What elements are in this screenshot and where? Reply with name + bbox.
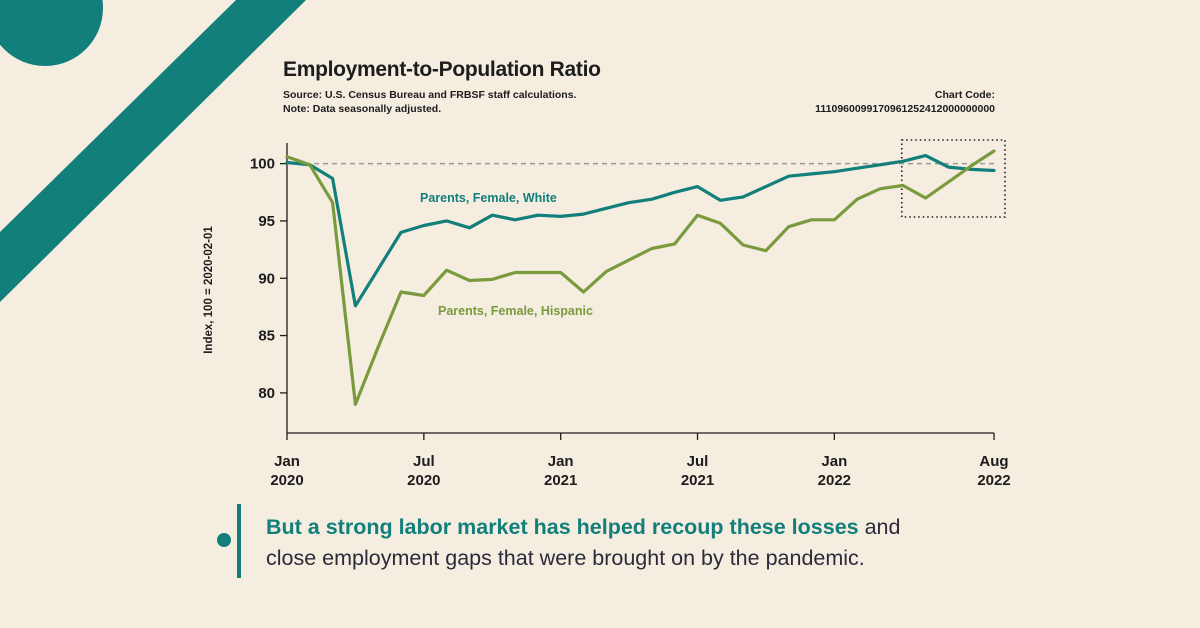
chart-code-value: 1110960099170961252412000000000 [815,103,995,115]
x-tick-label-year: 2020 [407,472,440,489]
x-tick-label-month: Jan [821,453,847,470]
x-tick-label-year: 2020 [270,472,303,489]
series-label: Parents, Female, Hispanic [438,304,593,318]
x-tick-label-month: Jan [548,453,574,470]
chart-code: Chart Code: 1110960099170961252412000000… [815,88,995,116]
y-tick-label: 85 [258,328,275,345]
decorative-circle [0,0,103,66]
y-tick-label: 100 [250,156,275,173]
y-tick-label: 95 [258,213,275,230]
x-tick-label-month: Jul [413,453,435,470]
caption-highlight: But a strong labor market has helped rec… [266,515,859,539]
source-text: Source: U.S. Census Bureau and FRBSF sta… [283,89,577,101]
caption-rest-2: close employment gaps that were brought … [266,546,865,570]
x-tick-label-year: 2022 [977,472,1010,489]
decorative-diagonal-band [0,0,306,302]
caption: But a strong labor market has helped rec… [266,512,1026,574]
caption-rest-1: and [858,515,901,539]
y-axis-label: Index, 100 = 2020-02-01 [203,226,215,354]
x-tick-label-month: Jul [687,453,709,470]
series-line [285,154,996,308]
x-tick-label-month: Jan [274,453,300,470]
chart-title: Employment-to-Population Ratio [283,58,601,81]
series-line [285,149,996,406]
x-tick-label-month: Aug [979,453,1008,470]
x-tick-label-year: 2021 [544,472,577,489]
y-tick-label: 80 [258,385,275,402]
chart-source-note: Source: U.S. Census Bureau and FRBSF sta… [283,88,576,116]
chart-code-label: Chart Code: [934,89,995,101]
caption-accent-bar [237,504,241,578]
x-tick-label-year: 2021 [681,472,714,489]
series-label: Parents, Female, White [420,191,557,205]
note-text: Note: Data seasonally adjusted. [283,103,442,115]
caption-bullet [217,533,231,547]
y-tick-label: 90 [258,270,275,287]
x-tick-label-year: 2022 [818,472,851,489]
